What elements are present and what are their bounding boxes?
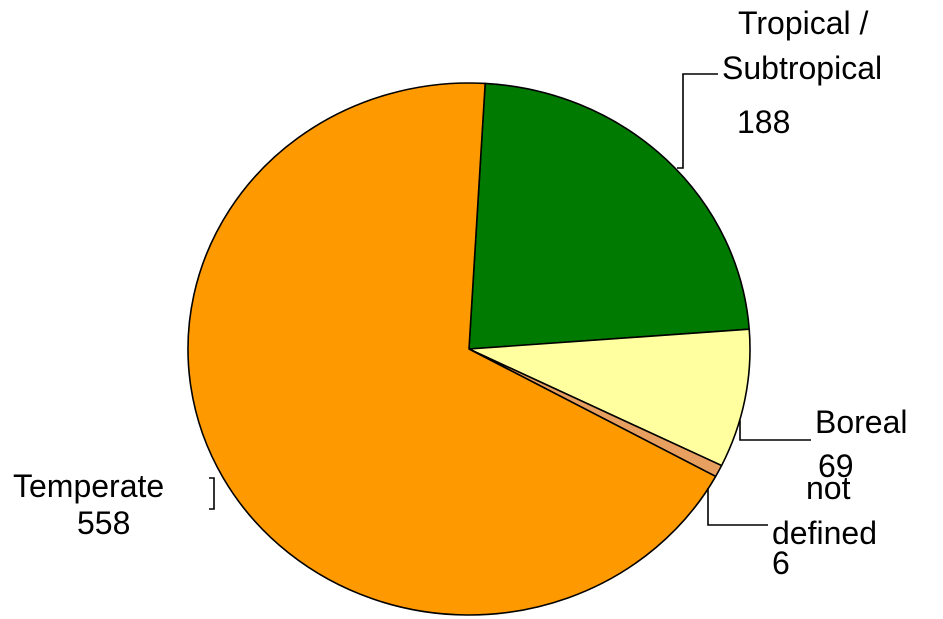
label-not-defined-line2: defined: [772, 515, 877, 551]
slice-boreal: [468, 328, 751, 467]
leader-line-tropical: [677, 73, 718, 169]
leader-lines: [209, 73, 811, 526]
value-not-defined: 6: [772, 545, 790, 581]
leader-line-not-defined: [707, 488, 768, 526]
value-temperate: 558: [77, 505, 130, 541]
label-tropical-line1: Tropical /: [738, 5, 869, 41]
slice-labels: Tropical / Subtropical 188 Boreal 69 not…: [13, 5, 908, 581]
leader-line-temperate: [209, 477, 215, 510]
label-tropical-line2: Subtropical: [722, 50, 882, 86]
pie-slices: [187, 82, 751, 616]
slice-tropical-subtropical: [468, 82, 751, 350]
slice-temperate: [187, 82, 717, 616]
label-temperate: Temperate: [13, 468, 164, 504]
value-tropical: 188: [737, 104, 790, 140]
label-not-defined-line1: not: [806, 470, 851, 506]
label-boreal: Boreal: [815, 404, 908, 440]
leader-line-boreal: [739, 420, 811, 441]
value-boreal: 69: [818, 448, 854, 484]
